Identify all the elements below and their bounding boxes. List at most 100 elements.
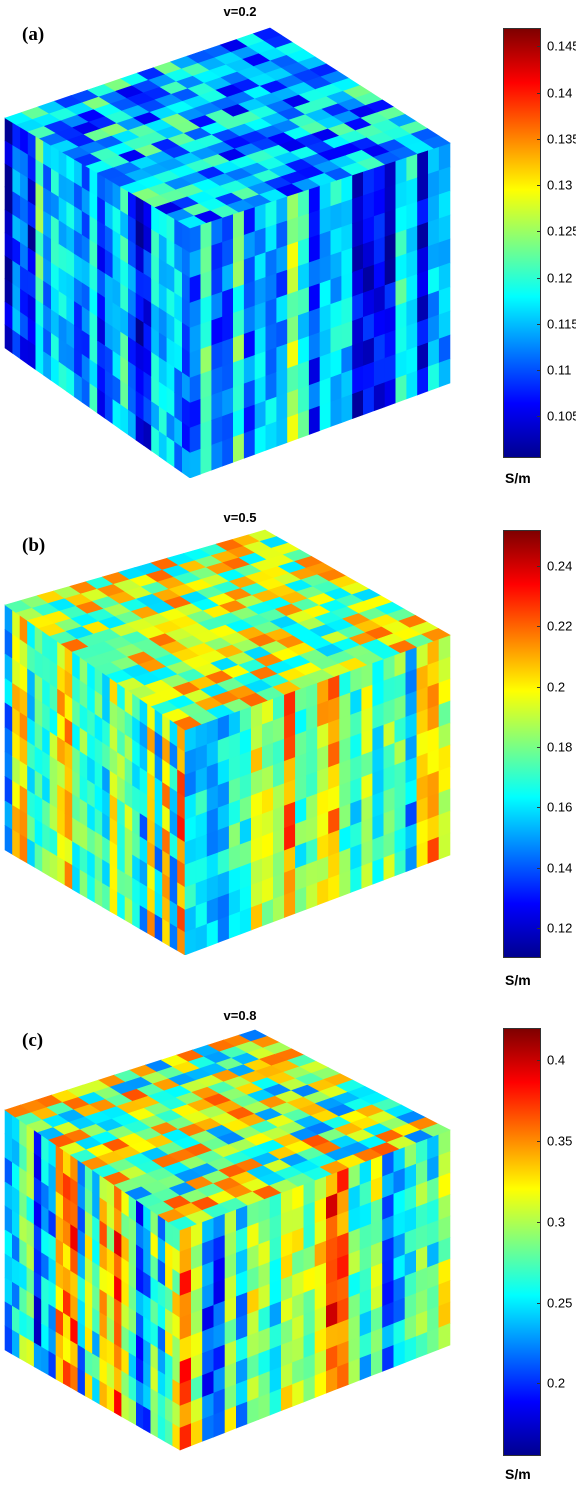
field-cell xyxy=(172,1423,181,1451)
colorbar-tick-label: 0.11 xyxy=(547,362,572,378)
field-cell xyxy=(438,1323,451,1350)
colorbar-tickmark xyxy=(537,927,541,929)
field-cell xyxy=(77,1321,86,1351)
colorbar-tickmark xyxy=(537,1141,541,1143)
field-cell xyxy=(106,1384,115,1414)
field-cell xyxy=(421,135,451,149)
field-cell xyxy=(348,1357,361,1385)
field-cell xyxy=(191,1309,203,1337)
colorbar xyxy=(503,28,541,458)
field-cell xyxy=(269,1257,282,1285)
field-cell xyxy=(55,1261,64,1291)
field-cell xyxy=(41,1299,50,1329)
colorbar-tickmark xyxy=(537,686,541,688)
colorbar xyxy=(503,1028,541,1456)
colorbar-tickmark xyxy=(537,138,541,140)
field-cell xyxy=(19,1286,28,1316)
field-cell xyxy=(182,447,191,478)
field-cell xyxy=(106,1339,115,1368)
field-cell xyxy=(84,1326,93,1355)
field-cell xyxy=(128,1375,137,1404)
field-cell xyxy=(280,1384,293,1412)
field-cell xyxy=(258,1196,271,1224)
field-cell xyxy=(55,1284,64,1314)
field-cell xyxy=(292,1379,305,1407)
field-cell xyxy=(224,1405,237,1433)
field-cell xyxy=(114,1389,122,1418)
field-cell xyxy=(213,1234,226,1262)
field-cell xyxy=(292,1227,305,1255)
field-cell xyxy=(202,1414,215,1442)
field-cell xyxy=(427,1327,440,1355)
field-cell xyxy=(26,1338,35,1368)
field-cell xyxy=(269,1279,282,1307)
field-cell xyxy=(92,1376,101,1405)
field-cell xyxy=(33,1318,42,1348)
field-cell xyxy=(12,1281,20,1312)
cube-visualization xyxy=(4,529,451,955)
colorbar-tickmark xyxy=(537,323,541,325)
field-cell xyxy=(136,1401,144,1430)
field-cell xyxy=(99,1357,108,1387)
left-face xyxy=(4,604,186,955)
field-cell xyxy=(224,1252,237,1280)
field-cell xyxy=(213,1212,226,1240)
panel-letter: (a) xyxy=(22,24,45,45)
field-cell xyxy=(55,1308,64,1338)
field-cell xyxy=(179,1291,192,1319)
field-cell xyxy=(41,1323,50,1353)
field-cell xyxy=(247,1200,260,1228)
right-face xyxy=(184,634,451,955)
field-cell xyxy=(359,1353,372,1381)
field-cell xyxy=(191,1221,203,1249)
colorbar-tickmark xyxy=(537,231,541,233)
field-cell xyxy=(41,1252,50,1282)
colorbar-tick-label: 0.24 xyxy=(547,558,573,574)
field-cell xyxy=(4,1301,13,1331)
colorbar-tickmark xyxy=(537,1221,541,1223)
field-cell xyxy=(213,1410,226,1438)
field-cell xyxy=(157,1392,166,1421)
colorbar-tick-label: 0.13 xyxy=(547,177,573,193)
field-cell xyxy=(41,1346,50,1376)
field-cell xyxy=(177,927,186,955)
field-cell xyxy=(48,1327,57,1357)
colorbar-tick-label: 0.14 xyxy=(547,860,573,876)
field-cell xyxy=(77,1298,86,1328)
field-cell xyxy=(143,1383,152,1412)
field-cell xyxy=(77,1344,86,1374)
field-cell xyxy=(12,1257,20,1288)
colorbar-tickmark xyxy=(537,566,541,568)
panel-b: v=0.5 (b) 0.24 0.22 0.2 0.18 0.16 0.14 0.12 S/… xyxy=(4,510,573,988)
field-cell xyxy=(92,1330,101,1359)
colorbar-tick-label: 0.12 xyxy=(547,270,573,286)
field-cell xyxy=(258,1239,271,1267)
colorbar-tickmark xyxy=(537,626,541,628)
field-cell xyxy=(236,1226,248,1254)
colorbar-tick-label: 0.2 xyxy=(547,1375,566,1391)
field-cell xyxy=(172,1401,181,1429)
colorbar-tickmark xyxy=(537,1383,541,1385)
field-cell xyxy=(121,1370,130,1399)
field-cell xyxy=(26,1290,35,1320)
field-cell xyxy=(48,1350,57,1380)
cube-visualization xyxy=(4,27,451,478)
field-cell xyxy=(92,1353,101,1382)
field-cell xyxy=(393,1340,406,1368)
colorbar xyxy=(503,530,541,958)
field-cell xyxy=(258,1218,271,1245)
field-cell xyxy=(438,832,451,860)
field-cell xyxy=(121,1393,130,1422)
field-cell xyxy=(12,1329,20,1359)
field-cell xyxy=(84,1372,93,1401)
field-cell xyxy=(77,1367,86,1397)
colorbar-unit: S/m xyxy=(505,470,531,486)
colorbar-unit: S/m xyxy=(505,972,531,988)
field-cell xyxy=(150,1365,159,1394)
field-cell xyxy=(62,1336,71,1365)
colorbar-tickmark xyxy=(537,185,541,187)
field-cell xyxy=(314,1175,327,1203)
field-cell xyxy=(420,1123,451,1137)
field-cell xyxy=(62,1312,71,1342)
